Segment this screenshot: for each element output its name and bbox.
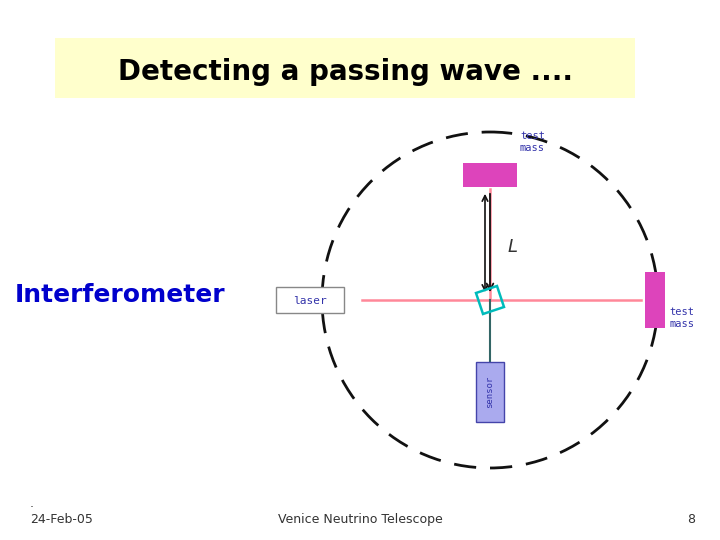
Text: Interferometer: Interferometer [15, 283, 225, 307]
Text: test
mass: test mass [669, 307, 694, 329]
FancyBboxPatch shape [476, 362, 504, 422]
FancyBboxPatch shape [463, 163, 517, 187]
Text: Venice Neutrino Telescope: Venice Neutrino Telescope [278, 513, 442, 526]
Text: test
mass: test mass [520, 131, 545, 153]
Text: .: . [30, 497, 34, 510]
Text: Detecting a passing wave ....: Detecting a passing wave .... [117, 58, 572, 86]
FancyBboxPatch shape [55, 38, 635, 98]
Text: 24-Feb-05: 24-Feb-05 [30, 513, 93, 526]
FancyBboxPatch shape [276, 287, 344, 313]
Text: sensor: sensor [485, 376, 495, 408]
FancyBboxPatch shape [645, 272, 665, 328]
Text: L: L [508, 239, 518, 256]
Text: 8: 8 [687, 513, 695, 526]
Text: laser: laser [293, 296, 327, 306]
